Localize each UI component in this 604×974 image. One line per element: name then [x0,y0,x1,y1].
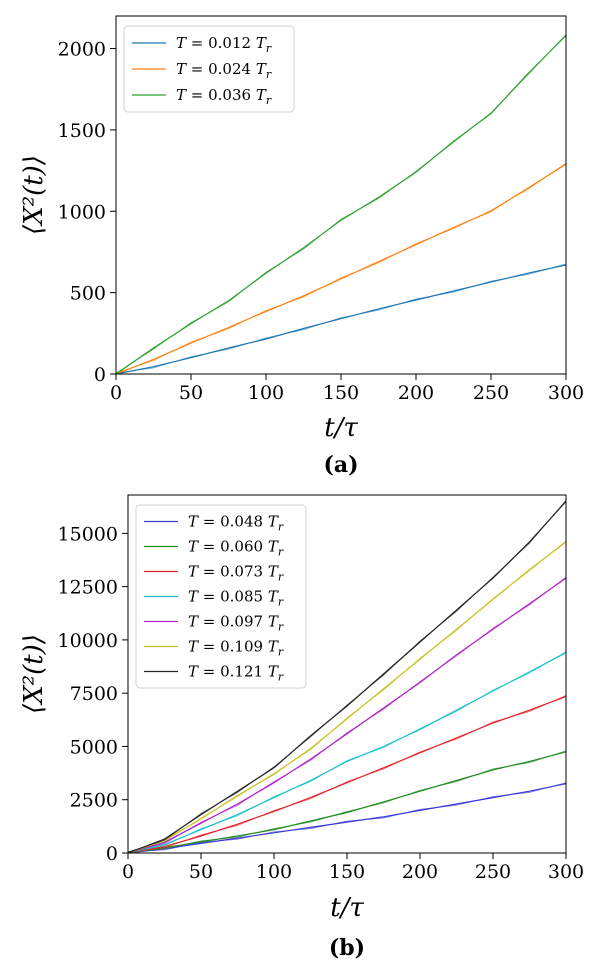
legend-box [123,25,295,113]
series-fit-line-2 [115,162,567,374]
y-tick-label: 12500 [58,577,118,599]
y-tick-label: 500 [70,283,106,305]
series-fit-line-1 [127,782,567,853]
x-tick-label: 250 [475,861,511,883]
x-tick-label: 50 [179,382,203,404]
x-tick-label: 0 [122,861,134,883]
y-tick-label: 1500 [58,120,106,142]
series-fit-line-4 [127,651,567,853]
legend-label: T = 0.097 Tr [188,613,284,634]
series-fit-line-3 [115,34,567,374]
y-axis-label: ⟨X²(t)⟩ [19,634,49,714]
x-tick-label: 200 [398,382,434,404]
x-axis-label: t/τ [324,413,358,443]
legend-label: T = 0.012 Tr [176,34,272,55]
y-tick-label: 7500 [70,683,118,705]
y-tick-label: 15000 [58,523,118,545]
y-tick-label: 1000 [58,201,106,223]
y-tick-label: 0 [106,843,118,865]
legend-label: T = 0.121 Tr [188,663,284,684]
series-fit-line-1 [115,263,567,374]
series-fit-line-5 [127,576,567,853]
series-line-1 [115,264,567,375]
x-tick-label: 300 [548,861,584,883]
panel-caption: (b) [329,935,365,961]
y-tick-label: 5000 [70,736,118,758]
y-tick-label: 0 [94,364,106,386]
series-fit-line-2 [127,750,567,853]
series-line-3 [127,695,567,854]
series-line-5 [127,577,567,854]
x-tick-label: 150 [323,382,359,404]
legend-label: T = 0.060 Tr [188,538,284,559]
legend-label: T = 0.048 Tr [188,513,284,534]
legend-label: T = 0.024 Tr [176,60,272,81]
series-fit-line-7 [127,500,567,853]
series-line-7 [127,500,567,854]
x-tick-label: 50 [189,861,213,883]
legend-label: T = 0.036 Tr [176,86,272,107]
x-tick-label: 0 [110,382,122,404]
series-line-3 [115,35,567,375]
x-tick-label: 150 [329,861,365,883]
y-tick-label: 2500 [70,790,118,812]
legend-label: T = 0.109 Tr [188,638,284,659]
series-line-2 [115,163,567,375]
x-axis-label: t/τ [330,893,364,923]
series-line-2 [127,751,567,854]
chart-panel-b: 0 50 100 150 200 250 300 0 2500 5000 7500 10000 1250… [19,494,584,961]
series-line-4 [127,652,567,854]
x-tick-label: 300 [548,382,584,404]
x-tick-label: 250 [473,382,509,404]
series-line-1 [127,783,567,854]
series-fit-line-3 [127,695,567,853]
y-tick-label: 10000 [58,630,118,652]
legend-label: T = 0.073 Tr [188,563,284,584]
legend-box [135,504,307,689]
y-tick-label: 2000 [58,39,106,61]
x-tick-label: 100 [256,861,292,883]
series-fit-line-6 [127,540,567,853]
panel-caption: (a) [323,452,358,478]
x-tick-label: 100 [248,382,284,404]
y-axis-label: ⟨X²(t)⟩ [19,155,49,235]
chart-panel-a: 0 50 100 150 200 250 300 0 500 1000 1500 2000 t/τ ⟨X²… [19,15,584,478]
x-tick-label: 200 [402,861,438,883]
series-line-6 [127,541,567,854]
legend-label: T = 0.085 Tr [188,588,284,609]
